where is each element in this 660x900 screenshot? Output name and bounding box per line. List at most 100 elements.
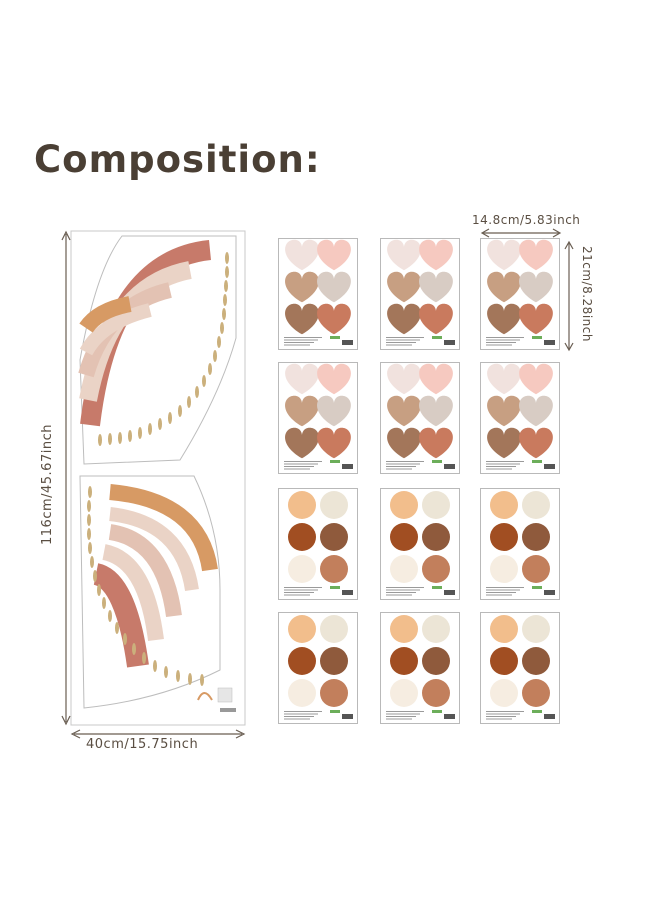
heart-sticker <box>285 303 319 335</box>
dot-sticker-sheet <box>380 612 460 724</box>
dot-sticker <box>288 647 316 675</box>
large-sheet-graphic <box>70 230 246 726</box>
dot-sticker <box>288 555 316 583</box>
fine-print-line <box>386 592 416 593</box>
fine-print-line <box>486 344 512 346</box>
fine-print-line <box>486 594 512 596</box>
dot-sticker <box>320 491 348 519</box>
heart-sticker <box>419 395 453 427</box>
fine-print-line <box>284 463 318 465</box>
dot-sticker <box>422 555 450 583</box>
fine-print-line <box>284 711 322 712</box>
dot-sticker <box>422 523 450 551</box>
heart-sticker <box>317 303 351 335</box>
heart-sticker <box>487 363 521 395</box>
fine-print-line <box>386 466 416 467</box>
dot-sticker <box>490 491 518 519</box>
barcode <box>342 340 353 345</box>
heart-sticker <box>387 427 421 459</box>
heart-sticker <box>519 395 553 427</box>
dot-sticker <box>390 523 418 551</box>
heart-sticker <box>487 427 521 459</box>
dot-sticker <box>422 647 450 675</box>
barcode <box>342 464 353 469</box>
heart-sticker <box>317 271 351 303</box>
fine-print-line <box>386 339 420 341</box>
fine-print-line <box>386 718 412 720</box>
heart-sticker <box>487 303 521 335</box>
fine-print-line <box>284 592 314 593</box>
heart-sticker-sheet <box>480 238 560 350</box>
fine-print-line <box>486 718 512 720</box>
heart-sticker <box>419 271 453 303</box>
heart-sticker <box>419 363 453 395</box>
fine-print-line <box>486 463 520 465</box>
heart-sticker-sheet <box>380 238 460 350</box>
dot-sticker <box>320 615 348 643</box>
fine-print-line <box>486 342 516 343</box>
heart-sticker <box>419 239 453 271</box>
dot-sticker <box>490 523 518 551</box>
fine-print-line <box>386 461 424 462</box>
small-height-label: 21cm/8.28inch <box>580 246 594 342</box>
heart-sticker <box>519 271 553 303</box>
large-height-label: 116cm/45.67inch <box>40 424 55 545</box>
heart-sticker <box>419 303 453 335</box>
heart-sticker <box>285 271 319 303</box>
dot-sticker <box>522 647 550 675</box>
dot-sticker <box>522 491 550 519</box>
dot-sticker <box>490 555 518 583</box>
brand-logo <box>532 586 542 589</box>
dot-sticker <box>390 491 418 519</box>
fine-print-line <box>284 344 310 346</box>
fine-print-line <box>486 337 524 338</box>
fine-print-line <box>284 339 318 341</box>
dot-sticker <box>288 491 316 519</box>
dot-sticker-sheet <box>480 612 560 724</box>
heart-sticker <box>519 239 553 271</box>
fine-print-line <box>486 468 512 470</box>
dot-sticker <box>320 647 348 675</box>
small-width-arrow <box>480 228 562 238</box>
heart-sticker <box>519 303 553 335</box>
heart-sticker-sheet <box>278 238 358 350</box>
heart-sticker <box>317 363 351 395</box>
fine-print-line <box>386 342 416 343</box>
large-height-arrow <box>61 230 71 726</box>
barcode <box>544 464 555 469</box>
dot-sticker <box>320 555 348 583</box>
large-rainbow-sheet <box>70 230 246 726</box>
heart-sticker <box>285 239 319 271</box>
dot-sticker <box>288 679 316 707</box>
heart-sticker <box>285 427 319 459</box>
fine-print-line <box>284 594 310 596</box>
dot-sticker <box>390 615 418 643</box>
fine-print-line <box>486 713 520 715</box>
fine-print-line <box>284 713 318 715</box>
brand-logo <box>330 336 340 339</box>
barcode <box>342 714 353 719</box>
small-width-label: 14.8cm/5.83inch <box>472 213 581 227</box>
dot-sticker <box>390 647 418 675</box>
brand-logo <box>532 336 542 339</box>
dot-sticker <box>422 491 450 519</box>
barcode <box>544 590 555 595</box>
fine-print-line <box>284 587 322 588</box>
dot-sticker <box>522 555 550 583</box>
fine-print-line <box>386 716 416 717</box>
fine-print-line <box>284 466 314 467</box>
heart-sticker <box>519 363 553 395</box>
heart-sticker <box>317 395 351 427</box>
fine-print-line <box>386 337 424 338</box>
fine-print-line <box>386 711 424 712</box>
fine-print-line <box>386 594 412 596</box>
heart-sticker <box>387 363 421 395</box>
fine-print-line <box>284 716 314 717</box>
heart-sticker <box>387 239 421 271</box>
heart-sticker <box>317 239 351 271</box>
dot-sticker <box>422 615 450 643</box>
dot-sticker <box>288 615 316 643</box>
dot-sticker <box>490 679 518 707</box>
dot-sticker <box>390 679 418 707</box>
bottom-dash-ring <box>87 486 204 686</box>
